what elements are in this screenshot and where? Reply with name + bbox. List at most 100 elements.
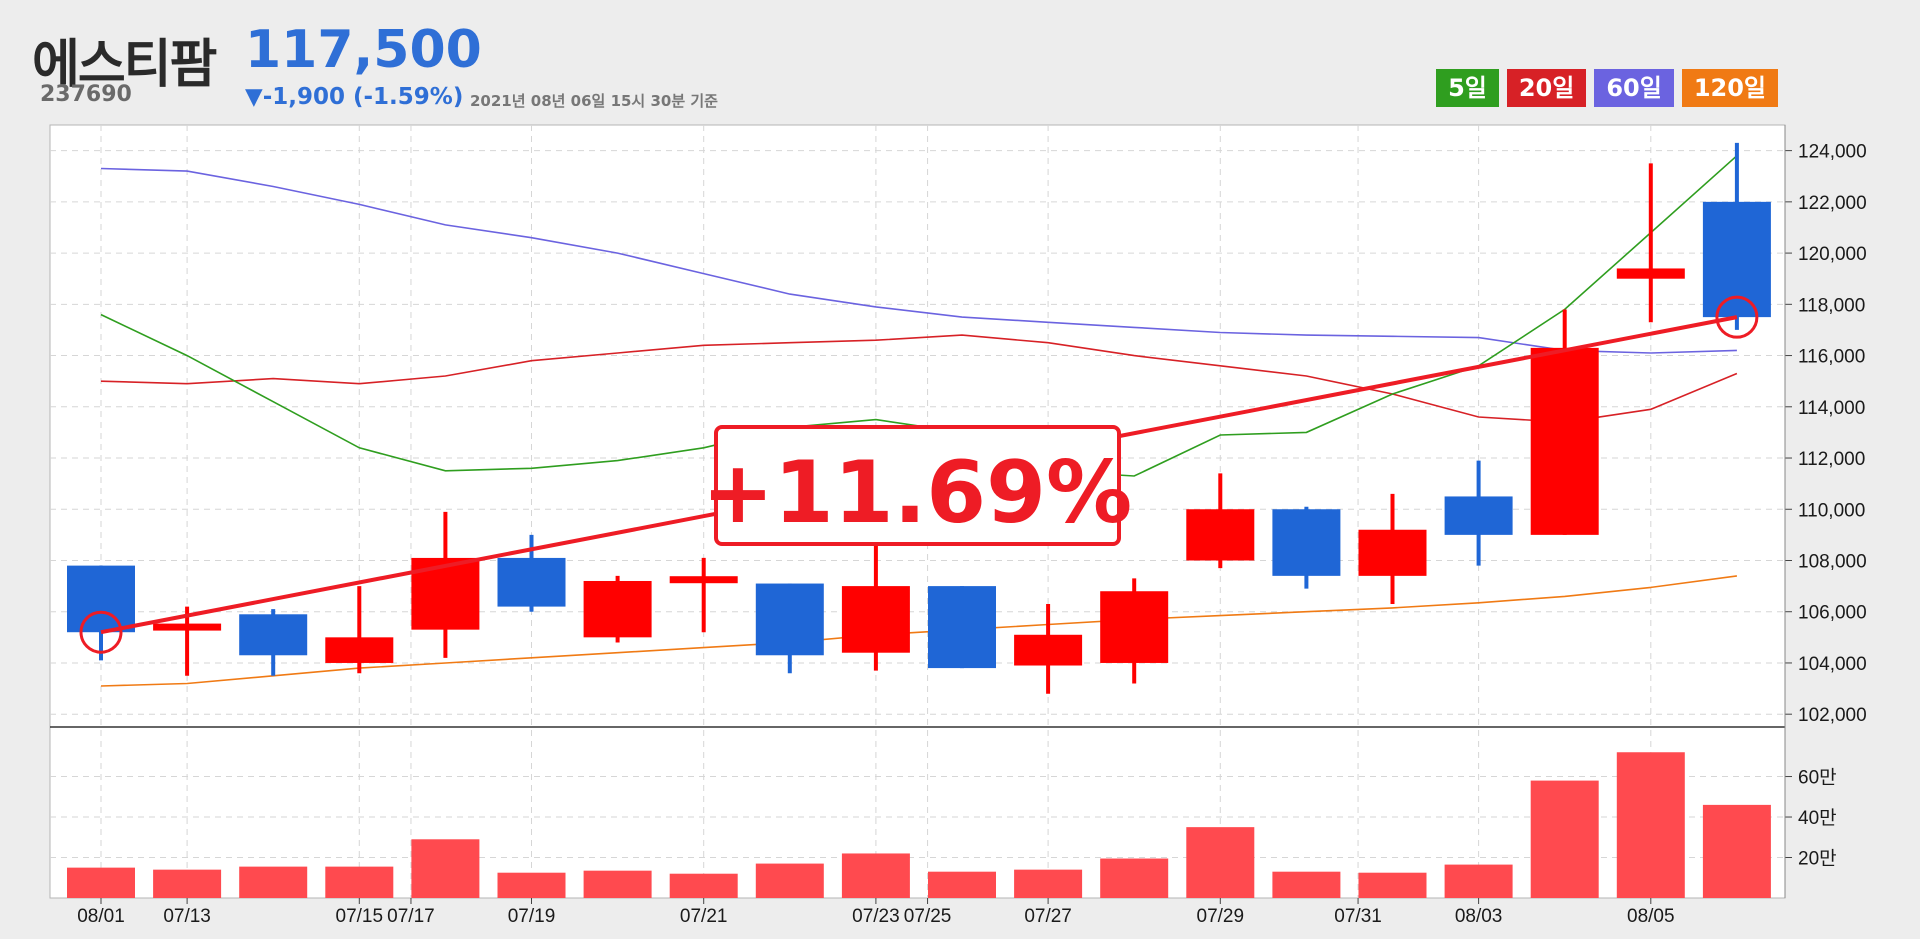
x-tick-label: 07/19	[508, 906, 556, 927]
candle	[1272, 506, 1341, 589]
volume-bar	[497, 872, 566, 898]
candle	[1616, 163, 1685, 323]
volume-bar	[1616, 752, 1685, 898]
legend-ma5[interactable]: 5일	[1436, 69, 1499, 107]
y-tick-label: 114,000	[1798, 398, 1865, 419]
volume-tick-label: 60만	[1798, 767, 1837, 789]
legend-ma60[interactable]: 60일	[1594, 69, 1674, 107]
candle	[755, 583, 824, 674]
ma20-line	[100, 334, 1738, 424]
candle-body	[325, 637, 394, 663]
candle-body	[755, 583, 824, 656]
candle-body	[1014, 634, 1083, 666]
y-tick-label: 102,000	[1798, 705, 1867, 726]
moving-average-legend: 5일 20일 60일 120일	[1436, 69, 1778, 107]
x-tick-label: 08/01	[77, 906, 125, 927]
x-tick-label: 07/27	[1024, 906, 1072, 927]
volume-tick-label: 40만	[1798, 807, 1837, 829]
x-tick-label: 07/23	[852, 906, 900, 927]
x-tick-label: 07/15	[336, 906, 384, 927]
candle	[239, 609, 308, 676]
volume-bar	[755, 863, 824, 898]
candle	[1358, 493, 1427, 605]
y-tick-label: 108,000	[1798, 551, 1867, 572]
volume-bar	[1272, 871, 1341, 898]
gain-callout: +11.69%	[702, 425, 1132, 546]
candle	[583, 575, 652, 643]
candle-body	[497, 557, 566, 607]
y-tick-label: 112,000	[1798, 449, 1865, 470]
candle-body	[1186, 509, 1255, 561]
candle	[928, 586, 996, 669]
y-tick-label: 116,000	[1798, 347, 1865, 368]
y-tick-label: 120,000	[1798, 244, 1867, 265]
candle	[1100, 578, 1169, 684]
ma120-line	[100, 575, 1738, 687]
y-tick-label: 118,000	[1798, 295, 1865, 316]
candle-body	[583, 580, 652, 638]
x-tick-label: 07/21	[680, 906, 728, 927]
candle	[1530, 309, 1599, 535]
callout-box	[714, 425, 1121, 546]
candle	[1186, 473, 1255, 569]
candle-body	[1272, 509, 1341, 576]
candle-body	[1530, 347, 1599, 535]
callout-label: +11.69%	[702, 443, 1132, 543]
volume-bar	[1702, 804, 1771, 898]
candle-body	[1702, 201, 1771, 318]
candle-body	[1358, 529, 1427, 576]
price-change: ▼-1,900 (-1.59%)	[245, 84, 464, 110]
trend-end-marker	[1715, 295, 1759, 339]
y-tick-label: 106,000	[1798, 603, 1867, 624]
volume-bar	[325, 866, 394, 898]
volume-bar	[583, 870, 652, 898]
candle-body	[67, 565, 135, 633]
candle-body	[153, 623, 222, 631]
x-tick-label: 08/03	[1455, 906, 1503, 927]
x-tick-label: 07/29	[1197, 906, 1245, 927]
x-tick-label: 08/05	[1627, 906, 1675, 927]
volume-bar	[669, 873, 738, 898]
candle-body	[841, 586, 910, 653]
volume-tick-label: 20만	[1798, 848, 1837, 870]
candle	[841, 478, 910, 671]
current-price: 117,500	[245, 20, 482, 80]
candle-body	[1444, 496, 1513, 535]
x-tick-label: 07/25	[904, 906, 952, 927]
candle-body	[928, 586, 996, 669]
volume-bar	[1186, 827, 1255, 898]
candle	[325, 586, 394, 674]
volume-bar	[1530, 780, 1599, 898]
y-tick-label: 110,000	[1798, 500, 1865, 521]
stock-name: 에스티팜	[32, 35, 217, 95]
volume-bar	[841, 853, 910, 898]
volume-bar	[411, 839, 480, 898]
candle-body	[669, 576, 738, 584]
volume-bar	[153, 869, 222, 898]
candle	[1444, 460, 1513, 566]
y-tick-label: 104,000	[1798, 654, 1867, 675]
x-tick-label: 07/17	[387, 906, 435, 927]
candle-body	[1100, 591, 1169, 663]
candle	[153, 606, 222, 676]
legend-ma20[interactable]: 20일	[1506, 69, 1587, 107]
candle-body	[239, 614, 308, 656]
candle	[669, 557, 738, 633]
candle	[1014, 604, 1083, 694]
volume-bar	[1100, 858, 1169, 898]
volume-bar	[239, 866, 308, 898]
chart-header: 에스티팜 237690 117,500 ▼-1,900 (-1.59%) 202…	[0, 0, 1920, 125]
stock-code: 237690	[40, 82, 132, 107]
volume-bar	[1444, 864, 1513, 898]
volume-bar	[928, 871, 996, 898]
volume-bar	[1358, 872, 1427, 898]
ma60-line	[100, 167, 1737, 354]
volume-bar	[67, 867, 135, 898]
candle-body	[1616, 268, 1685, 279]
legend-ma120[interactable]: 120일	[1681, 69, 1778, 107]
as-of-timestamp: 2021년 08년 06일 15시 30분 기준	[470, 92, 718, 110]
y-tick-label: 122,000	[1798, 193, 1867, 214]
x-tick-label: 07/13	[163, 906, 211, 927]
volume-bar	[1014, 869, 1083, 898]
